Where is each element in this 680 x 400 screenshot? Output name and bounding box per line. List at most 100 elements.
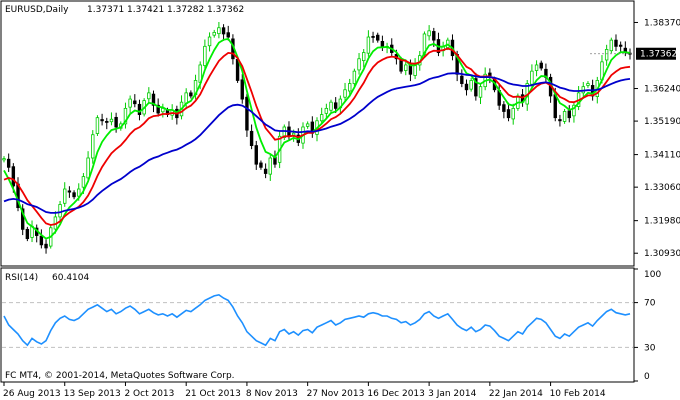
rsi-panel-border (0, 267, 635, 383)
price-axis: 1.38370 1.36240 1.35190 1.34110 1.33060 1.319… (590, 18, 680, 259)
price-panel: EURUSD,Daily 1.37371 1.37421 1.37282 1.3… (0, 0, 635, 267)
candles-layer (2, 22, 632, 254)
candle-bull (352, 70, 357, 84)
candle-bear (567, 110, 571, 119)
price-tick-label: 1.36240 (644, 85, 680, 95)
candle-bull (534, 64, 539, 71)
price-tick-label: 1.31980 (644, 217, 680, 227)
candle-bull (404, 64, 408, 71)
rsi-tick-label: 0 (644, 372, 650, 382)
time-tick-label: 10 Feb 2014 (550, 389, 606, 399)
rsi-name: RSI(14) (5, 273, 38, 283)
candle-bull (366, 36, 371, 54)
ma-fast-line (3, 37, 631, 240)
rsi-tick-label: 30 (644, 343, 656, 353)
candle-bull (562, 111, 567, 122)
time-tick-label: 16 Dec 2013 (367, 389, 425, 399)
candle-bear (371, 36, 375, 38)
candle-bear (553, 94, 557, 119)
time-tick-label: 3 Jan 2014 (428, 389, 476, 399)
candle-bear (114, 116, 118, 128)
time-tick-label: 27 Nov 2013 (307, 389, 365, 399)
candle-bull (362, 52, 366, 62)
candle-bear (464, 83, 469, 91)
time-tick-label: 21 Oct 2013 (185, 389, 241, 399)
candle-bull (86, 157, 90, 179)
price-tick-label: 1.30930 (644, 249, 680, 259)
rsi-line-layer (3, 293, 631, 347)
candle-bear (245, 96, 249, 131)
candle-bear (506, 109, 511, 119)
candle-bear (432, 31, 436, 41)
ma-slow-line (3, 72, 631, 214)
time-tick-label: 8 Nov 2013 (246, 389, 298, 399)
candle-bear (6, 158, 11, 168)
candle-bear (539, 62, 543, 69)
candle-bull (530, 70, 534, 85)
candle-bull (203, 45, 207, 66)
candle-bull (609, 39, 614, 52)
candle-bear (20, 208, 25, 230)
candle-bull (63, 188, 67, 204)
time-axis: 26 Aug 2013 13 Sep 2013 2 Oct 2013 21 Oct 2… (3, 382, 606, 399)
candle-bull (109, 118, 114, 123)
candle-bull (212, 31, 216, 36)
candle-bull (268, 157, 272, 175)
symbol-label: EURUSD,Daily (5, 5, 69, 15)
candle-bull (217, 27, 221, 35)
candle-bear (25, 228, 30, 240)
candle-bull (91, 134, 95, 159)
candle-bear (105, 121, 109, 123)
rsi-axis: 100 70 30 0 (634, 268, 661, 382)
time-tick-label: 22 Jan 2014 (489, 389, 543, 399)
candle-bull (207, 36, 212, 47)
candle-bull (511, 107, 515, 120)
candle-bull (95, 117, 100, 134)
candle-bull (291, 132, 296, 136)
candle-bear (333, 102, 338, 109)
candle-bear (240, 79, 244, 100)
candle-bear (380, 40, 385, 47)
candle-bear (376, 34, 380, 41)
candle-bear (618, 44, 623, 47)
rsi-tick-label: 70 (644, 299, 656, 309)
candle-bull (77, 188, 81, 197)
candle-bear (221, 27, 226, 35)
candle-bull (343, 89, 347, 98)
candle-bull (319, 114, 324, 122)
candle-bull (282, 126, 286, 138)
candle-bear (100, 119, 104, 122)
high-value: 1.37421 (127, 5, 164, 15)
candle-bull (348, 83, 352, 92)
moving-averages-layer (3, 37, 631, 240)
candle-bear (249, 130, 254, 146)
candle-bear (11, 166, 16, 187)
candle-bull (147, 92, 151, 100)
price-tick-label: 1.35190 (644, 117, 680, 127)
candle-bull (604, 49, 609, 61)
current-price-label: 1.37362 (640, 50, 677, 60)
close-value: 1.37362 (207, 5, 244, 15)
candle-bull (128, 98, 132, 108)
rsi-line (3, 293, 631, 347)
rsi-levels-layer (2, 302, 633, 348)
candle-bear (133, 100, 137, 105)
open-value: 1.37371 (87, 5, 124, 15)
candle-bear (502, 104, 506, 112)
candle-bear (137, 103, 142, 115)
candle-bull (469, 80, 473, 90)
candle-bull (413, 64, 417, 76)
candle-bear (156, 104, 160, 114)
candle-bear (259, 162, 263, 168)
candle-bull (586, 83, 590, 86)
candle-bear (44, 243, 48, 249)
candle-bull (324, 107, 329, 114)
candle-bull (478, 86, 483, 98)
candle-bull (329, 101, 333, 111)
candle-bull (184, 92, 188, 104)
low-value: 1.37282 (167, 5, 204, 15)
candle-bull (123, 107, 128, 125)
candle-bear (72, 192, 76, 198)
